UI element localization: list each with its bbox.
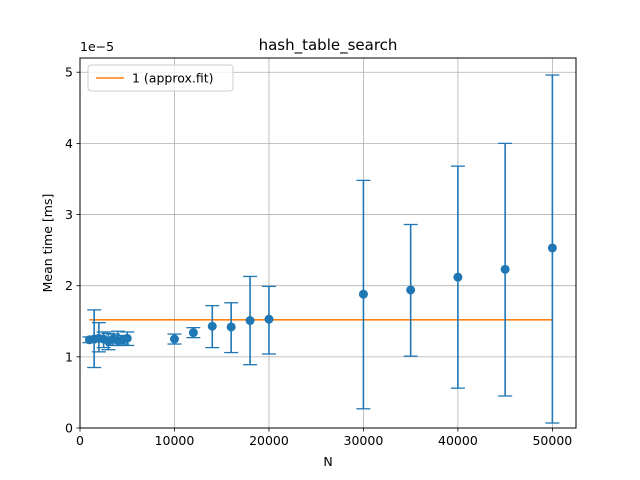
chart-title: hash_table_search: [259, 36, 398, 55]
data-point: [188, 328, 198, 338]
errorbar-layer: [82, 74, 560, 424]
data-point: [245, 316, 255, 326]
y-tick-label: 5: [65, 65, 73, 80]
legend: 1 (approx.fit): [87, 64, 234, 92]
legend-label-fit: 1 (approx.fit): [132, 71, 213, 86]
y-axis-multiplier: 1e−5: [80, 39, 114, 54]
y-tick-label: 3: [65, 207, 73, 222]
y-tick-label: 2: [65, 278, 73, 293]
x-tick-label: 50000: [532, 433, 572, 448]
plot-area: [80, 58, 576, 428]
y-axis-label: Mean time [ms]: [40, 194, 55, 293]
axes-frame: [79, 57, 577, 429]
y-tick-label: 0: [65, 421, 73, 436]
data-point: [547, 243, 557, 253]
x-tick-label: 0: [76, 433, 84, 448]
x-tick-label: 30000: [344, 433, 384, 448]
data-point: [169, 334, 179, 344]
y-axis-ticks: 0 1 2 3 4 5: [65, 65, 80, 436]
data-point: [500, 264, 510, 274]
x-tick-label: 10000: [155, 433, 195, 448]
y-tick-label: 4: [65, 136, 73, 151]
x-axis-label: N: [323, 454, 332, 469]
legend-box: [87, 64, 234, 92]
data-point: [406, 285, 416, 295]
x-tick-label: 20000: [249, 433, 289, 448]
data-point: [358, 289, 368, 299]
data-point: [453, 272, 463, 282]
data-point: [122, 333, 132, 343]
grid: [79, 58, 576, 429]
y-tick-label: 1: [65, 349, 73, 364]
data-point: [207, 321, 217, 331]
x-axis-ticks: 0 10000 20000 30000 40000 50000: [76, 428, 572, 448]
x-tick-label: 40000: [438, 433, 478, 448]
data-point: [226, 322, 236, 332]
data-point: [264, 314, 274, 324]
